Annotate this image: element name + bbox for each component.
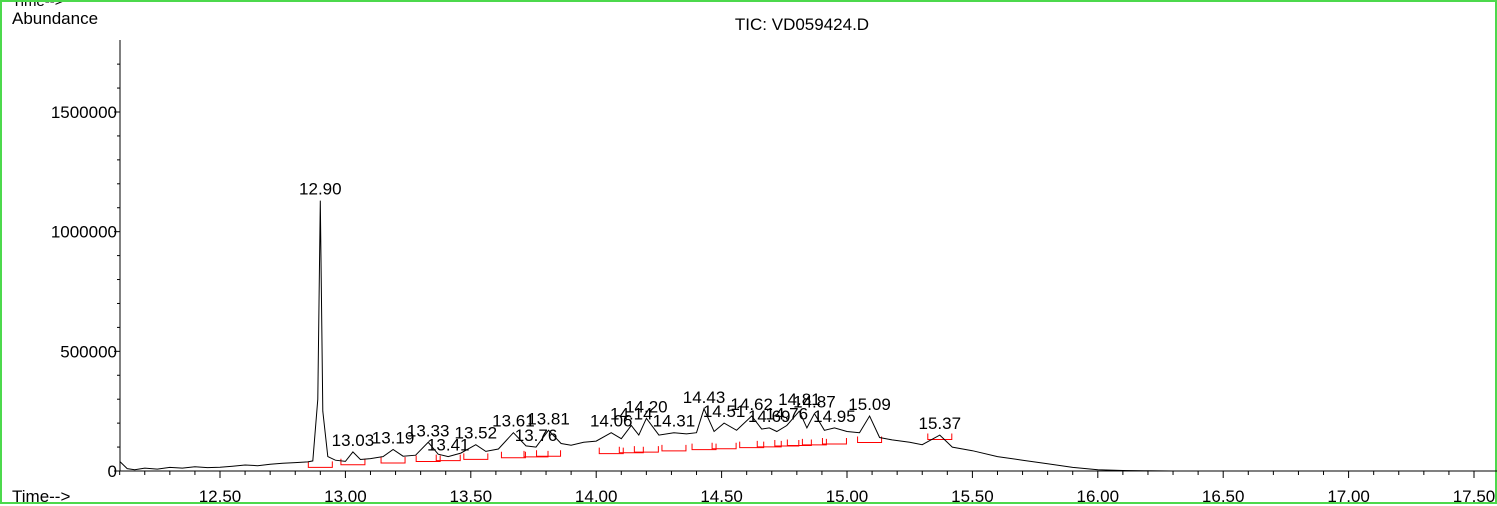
peak-baseline: [634, 446, 658, 452]
tic-trace: [120, 201, 1497, 471]
peak-label: 15.09: [848, 395, 891, 414]
peak-baseline: [928, 433, 952, 439]
x-axis-title: Time-->: [12, 487, 70, 506]
peak-baseline: [662, 445, 686, 451]
x-tick-label: 14.00: [575, 487, 618, 506]
peak-label: 13.76: [515, 426, 558, 445]
y-ticks: 0 500000 1000000 1500000: [51, 64, 120, 481]
peak-label: 13.03: [332, 431, 375, 450]
x-tick-label: 16.00: [1077, 487, 1120, 506]
x-tick-label: 14.50: [700, 487, 743, 506]
chart-title: TIC: VD059424.D: [735, 15, 869, 34]
peak-label: 13.81: [527, 409, 570, 428]
x-ticks: 12.50 13.00 13.50 14.00 14.50 15.00 15.50 16.00…: [120, 471, 1497, 506]
peak-baseline: [381, 457, 405, 463]
x-tick-label: 12.50: [199, 487, 242, 506]
x-tick-label: 13.50: [450, 487, 493, 506]
y-tick-label: 0: [108, 462, 117, 481]
x-tick-label: 13.00: [324, 487, 367, 506]
peak-label: 12.90: [299, 180, 342, 199]
peak-baseline: [537, 450, 561, 456]
peak-label: 13.52: [455, 424, 498, 443]
peak-baseline: [858, 437, 882, 443]
peak-label: 15.37: [919, 414, 962, 433]
x-tick-label: 17.50: [1453, 487, 1496, 506]
y-tick-label: 1500000: [51, 103, 117, 122]
peak-baseline: [308, 461, 332, 467]
x-tick-label: 17.00: [1327, 487, 1370, 506]
x-tick-label: 15.00: [826, 487, 869, 506]
peak-labels: 12.9013.0313.1913.3313.4113.5213.6113.76…: [299, 180, 961, 455]
y-axis-title: Abundance: [12, 9, 98, 28]
x-tick-label: 16.50: [1202, 487, 1245, 506]
peak-baseline: [501, 452, 525, 458]
x-tick-label: 15.50: [951, 487, 994, 506]
peak-label: 14.31: [653, 412, 696, 431]
y-tick-label: 500000: [60, 342, 117, 361]
y-tick-label: 1000000: [51, 223, 117, 242]
